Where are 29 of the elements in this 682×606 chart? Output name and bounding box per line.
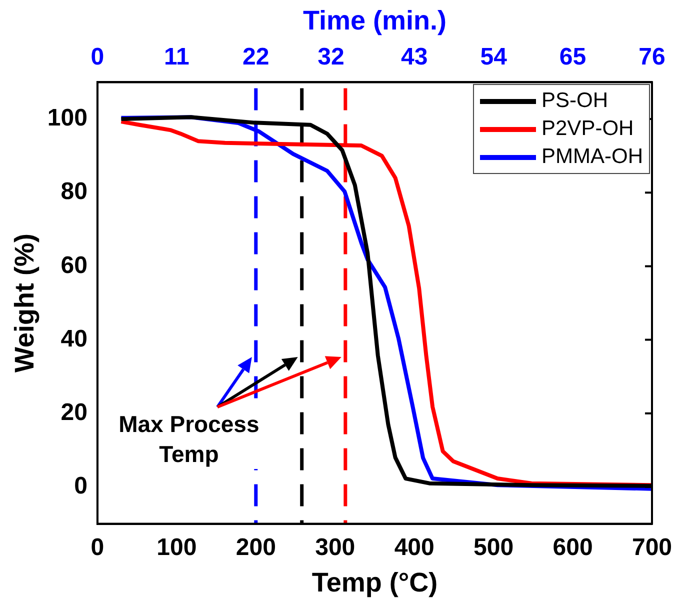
x-tick-label: 0 [90,534,104,561]
legend-label: P2VP-OH [542,117,634,142]
x-tick-label: 200 [236,534,276,561]
x2-tick-label: 22 [242,43,270,70]
x-tick-label: 600 [552,534,593,561]
x-tick-label: 300 [315,534,356,561]
x2-tick-label: 43 [400,43,428,70]
x2-tick-label: 0 [90,43,104,70]
y-axis-title: Weight (%) [10,234,40,372]
x2-axis-title: Time (min.) [302,6,446,36]
y-tick-label: 0 [74,472,88,500]
y-tick-label: 40 [60,325,88,352]
legend-label: PMMA-OH [542,145,643,170]
x-tick-label: 500 [474,534,514,561]
annotation: Max Process Temp [101,408,276,469]
y-tick-label: 100 [47,104,88,132]
legend-label: PS-OH [542,89,608,114]
x2-tick-label: 32 [318,43,344,70]
x2-tick-label: 76 [638,43,666,70]
x2-tick-label: 54 [480,43,508,70]
x-axis-title: Temp (°C) [312,567,438,598]
x-tick-label: 700 [632,534,672,561]
x2-tick-label: 65 [559,43,586,70]
x2-tick-label: 11 [164,43,190,70]
x-tick-label: 400 [394,534,434,561]
y-tick-label: 20 [60,399,88,426]
y-tick-label: 80 [60,178,88,206]
x-tick-label: 100 [156,534,197,561]
y-tick-label: 60 [60,252,88,279]
